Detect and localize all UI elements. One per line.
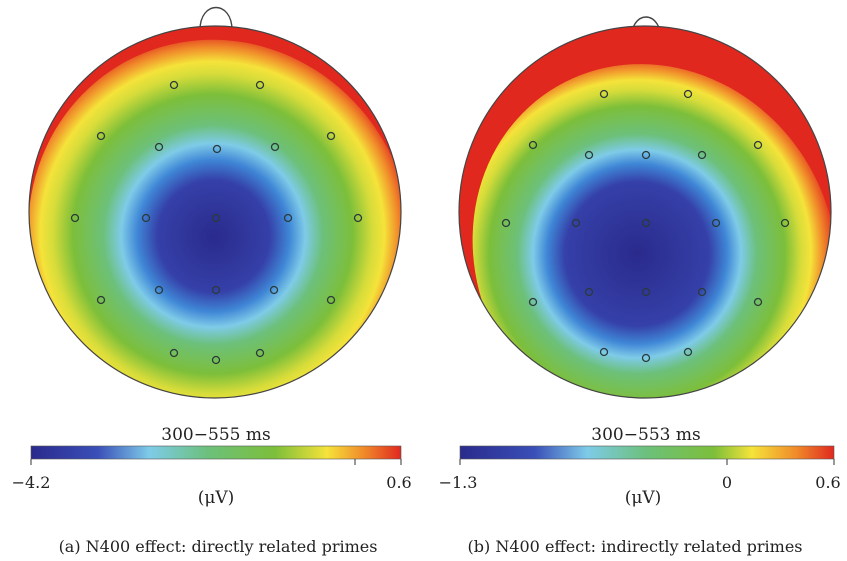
- colorbar-min-a: −4.2: [11, 473, 51, 492]
- topomap-b: [458, 16, 835, 465]
- colorbar-mid-b: 0: [721, 473, 733, 492]
- topomap-a: [28, 6, 402, 465]
- unit-b: (μV): [624, 488, 662, 508]
- time-window-a: 300−555 ms: [161, 425, 271, 445]
- head-outline-a: [28, 25, 402, 399]
- head-outline-b: [458, 25, 832, 399]
- colorbar-min-b: −1.3: [438, 473, 478, 492]
- colorbar-max-b: 0.6: [815, 473, 841, 492]
- electrodes-a: [70, 80, 363, 365]
- nose-outline: [199, 6, 233, 31]
- caption-a: (a) N400 effect: directly related primes: [58, 537, 378, 556]
- caption-b: (b) N400 effect: indirectly related prim…: [467, 537, 803, 556]
- colorbar-b: [459, 445, 835, 460]
- topomap-panel-a: 300−555 ms −4.2 0.6 (μV) (a) N400 effect…: [11, 6, 412, 556]
- unit-a: (μV): [197, 488, 235, 508]
- time-window-b: 300−553 ms: [591, 425, 701, 445]
- electrodes-b: [501, 89, 790, 363]
- topomap-panel-b: 300−553 ms −1.3 0 0.6 (μV) (b) N400 effe…: [430, 0, 847, 561]
- colorbar-a: [30, 445, 402, 460]
- colorbar-max-a: 0.6: [386, 473, 412, 492]
